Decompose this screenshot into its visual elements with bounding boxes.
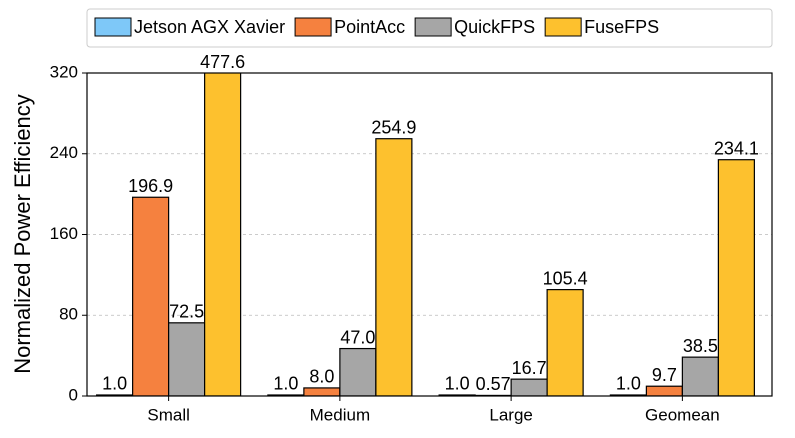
legend-swatch <box>544 17 582 37</box>
value-label: 47.0 <box>340 327 375 347</box>
value-label: 1.0 <box>102 374 127 394</box>
legend-swatch <box>414 17 452 37</box>
bar <box>204 73 242 396</box>
plot-frame <box>86 72 773 397</box>
legend-swatch <box>94 17 132 37</box>
x-tick-label: Geomean <box>645 405 720 424</box>
plot-bars <box>96 73 755 396</box>
value-label: 105.4 <box>543 268 588 288</box>
y-tick-label: 240 <box>50 143 78 162</box>
value-label: 234.1 <box>714 138 759 158</box>
bar <box>546 289 584 396</box>
x-tick-label: Medium <box>310 405 370 424</box>
y-tick-label: 160 <box>50 224 78 243</box>
value-label: 72.5 <box>169 302 204 322</box>
value-label: 38.5 <box>683 336 718 356</box>
bar <box>339 347 377 396</box>
bar <box>645 385 683 396</box>
bar <box>168 322 206 396</box>
y-tick-label: 320 <box>50 62 78 81</box>
bar <box>681 356 719 396</box>
legend-swatch <box>294 17 332 37</box>
value-label: 1.0 <box>616 374 641 394</box>
legend-label: FuseFPS <box>584 17 659 37</box>
y-axis-label: Normalized Power Efficiency <box>10 94 35 374</box>
legend-label: Jetson AGX Xavier <box>134 17 285 37</box>
value-label: 0.57 <box>476 374 511 394</box>
x-tick-label: Large <box>489 405 532 424</box>
bar <box>717 159 755 396</box>
legend-label: PointAcc <box>334 17 405 37</box>
legend-label: QuickFPS <box>454 17 535 37</box>
value-label: 16.7 <box>512 358 547 378</box>
bar <box>303 387 341 396</box>
value-label: 254.9 <box>371 117 416 137</box>
value-label: 9.7 <box>652 365 677 385</box>
value-label: 1.0 <box>445 374 470 394</box>
value-label: 196.9 <box>128 176 173 196</box>
value-label: 8.0 <box>309 367 334 387</box>
value-label: 1.0 <box>273 374 298 394</box>
y-tick-label: 0 <box>69 385 78 404</box>
x-tick-label: Small <box>147 405 190 424</box>
y-tick-label: 80 <box>59 305 78 324</box>
value-label: 477.6 <box>200 52 245 72</box>
bar <box>132 196 170 396</box>
bar <box>510 378 548 396</box>
bar <box>375 138 413 396</box>
